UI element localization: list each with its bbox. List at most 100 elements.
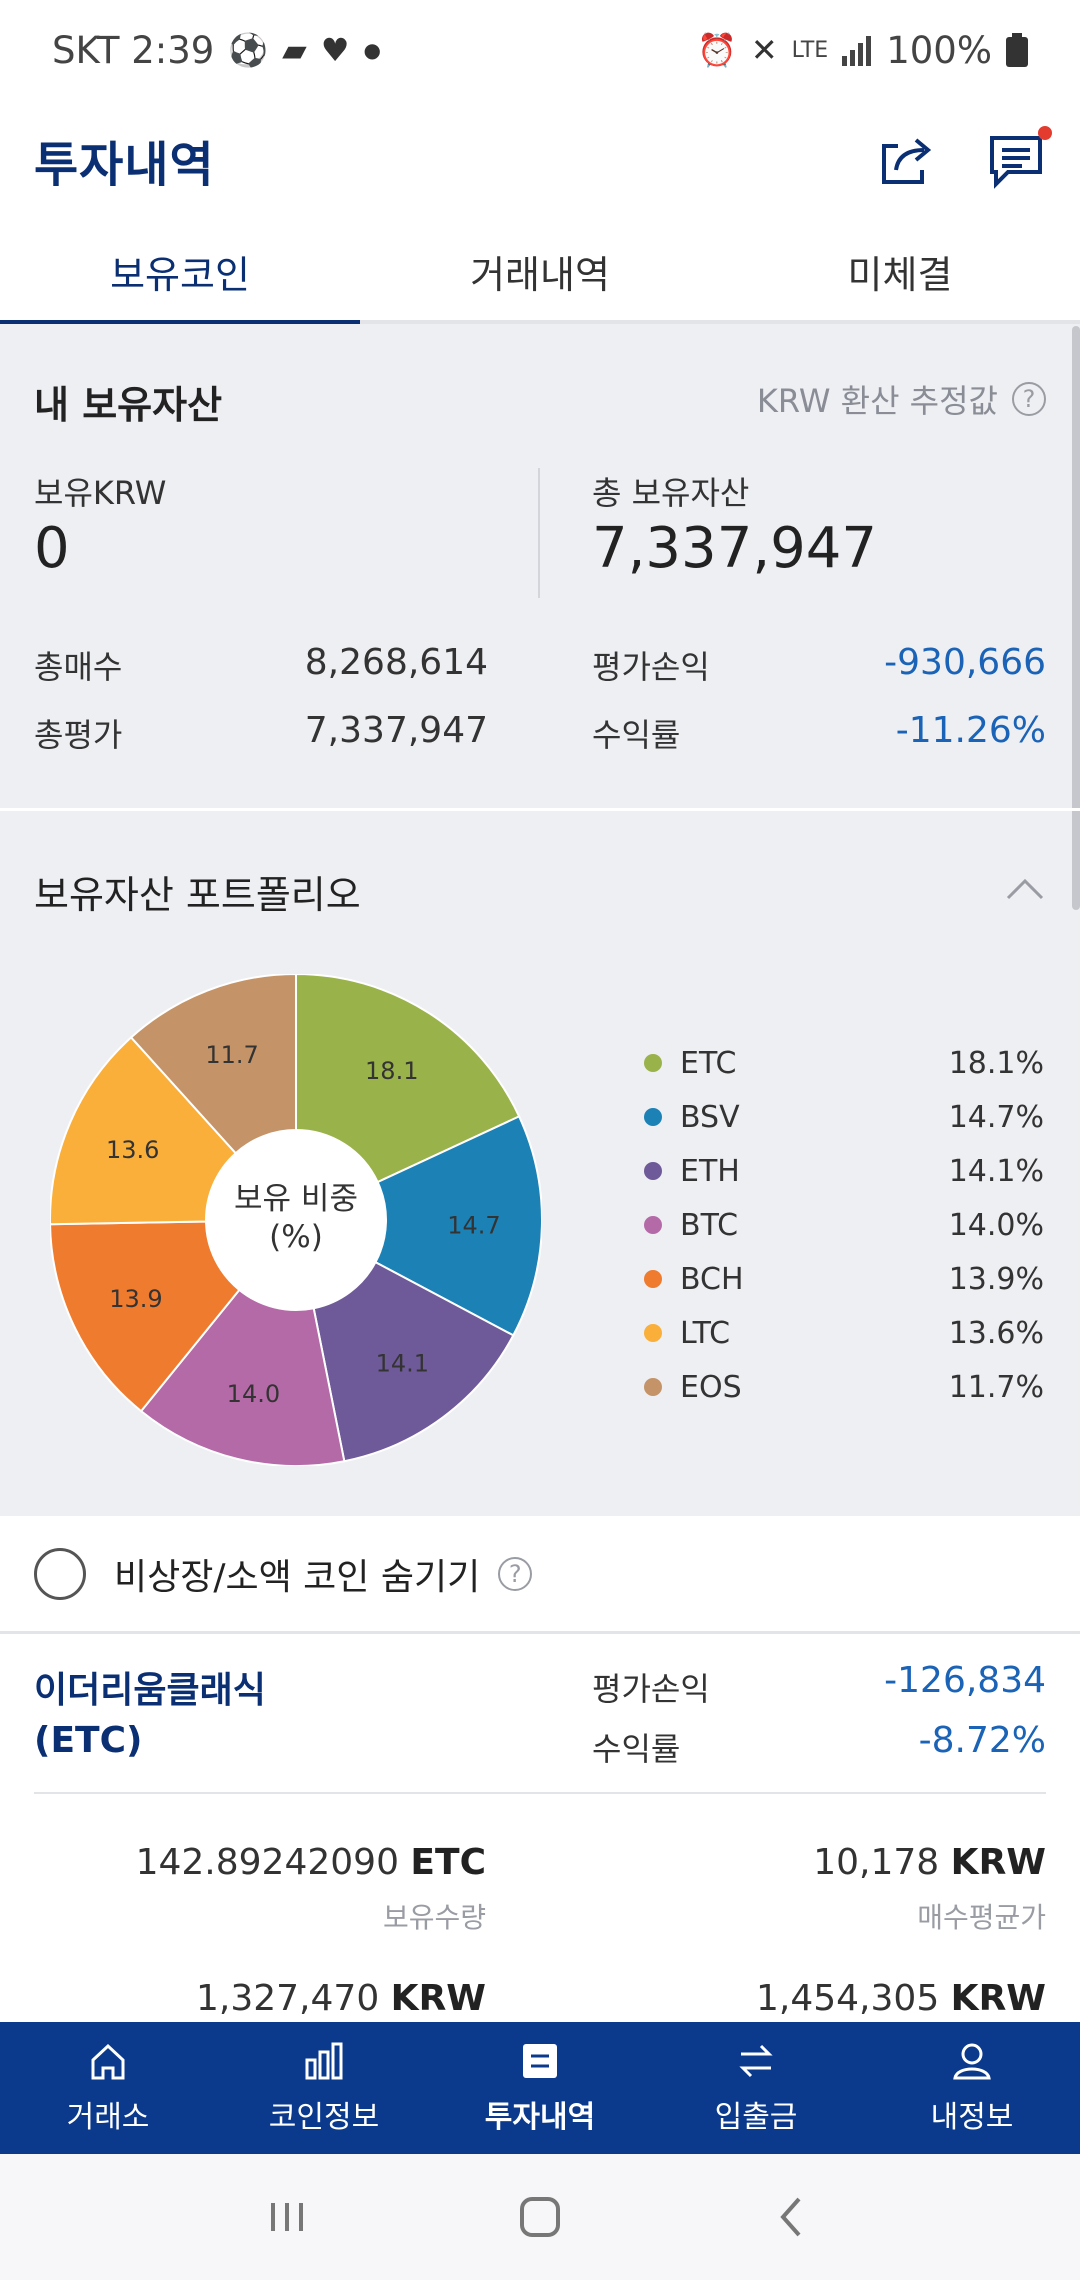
donut-center-title: 보유 비중 [234, 1181, 358, 1217]
nav-investment-history[interactable]: 투자내역 [432, 2022, 648, 2154]
legend-swatch [644, 1054, 662, 1072]
hide-small-coins-row[interactable]: 비상장/소액 코인 숨기기 ? [0, 1516, 1080, 1634]
back-icon[interactable] [763, 2187, 823, 2247]
share-icon [882, 138, 932, 184]
nav-coin-info[interactable]: 코인정보 [216, 2022, 432, 2154]
app-header: 투자내역 [0, 100, 1080, 220]
coin-rate-value: -8.72% [918, 1720, 1046, 1761]
bar-chart-icon [305, 2042, 343, 2080]
assets-title: 내 보유자산 [34, 383, 223, 427]
legend-swatch [644, 1378, 662, 1396]
status-bar: SKT 2:39 ⚽ ▰ ♥ ● ⏰ ✕ LTE 100% [0, 0, 1080, 100]
avg-buy-price: 10,178 KRW [646, 1842, 1046, 1883]
coin-eval-amount: 1,327,470 KRW [26, 1978, 486, 2019]
holding-quantity-label: 보유수량 [382, 1901, 486, 1934]
rate-label: 수익률 [592, 716, 681, 754]
legend-item-ltc: LTC 13.6% [644, 1306, 1044, 1360]
pie-label-ltc: 13.6 [106, 1136, 159, 1164]
donut-center-label: 보유 비중 (%) [206, 1180, 386, 1256]
nav-my-info[interactable]: 내정보 [864, 2022, 1080, 2154]
coin-buy-amount-unit: KRW [950, 1978, 1046, 2019]
holding-quantity: 142.89242090 ETC [26, 1842, 486, 1883]
total-assets-value: 7,337,947 [592, 516, 878, 581]
legend-item-eth: ETH 14.1% [644, 1144, 1044, 1198]
legend-item-bsv: BSV 14.7% [644, 1090, 1044, 1144]
pie-label-eth: 14.1 [376, 1350, 429, 1378]
total-eval-value: 7,337,947 [304, 710, 488, 751]
krw-value: 0 [34, 516, 70, 581]
pnl-label: 평가손익 [592, 648, 710, 686]
coin-eval-amount-value: 1,327,470 [196, 1978, 380, 2019]
pie-label-bsv: 14.7 [447, 1212, 500, 1240]
nav-exchange-label: 거래소 [66, 2100, 150, 2135]
legend-value: 11.7% [948, 1369, 1044, 1405]
soccer-icon: ⚽ [228, 31, 269, 69]
pie-label-bch: 13.9 [109, 1285, 162, 1313]
legend-value: 14.0% [948, 1207, 1044, 1243]
mute-icon: ✕ [750, 31, 778, 69]
pie-label-eos: 11.7 [205, 1041, 258, 1069]
page-title: 투자내역 [34, 137, 215, 193]
legend-item-btc: BTC 14.0% [644, 1198, 1044, 1252]
home-button-icon[interactable] [510, 2187, 570, 2247]
rate-value: -11.26% [895, 710, 1046, 751]
legend-label: BTC [680, 1207, 739, 1243]
coin-pnl-value: -126,834 [884, 1660, 1046, 1701]
portfolio-title: 보유자산 포트폴리오 [34, 873, 361, 917]
hide-coins-radio[interactable] [34, 1547, 86, 1600]
coin-rate-label: 수익률 [592, 1730, 681, 1768]
share-button[interactable] [876, 130, 936, 190]
legend-swatch [644, 1216, 662, 1234]
legend-value: 14.1% [948, 1153, 1044, 1189]
total-buy-label: 총매수 [34, 648, 123, 686]
legend-swatch [644, 1162, 662, 1180]
pnl-value: -930,666 [884, 642, 1046, 683]
total-eval-label: 총평가 [34, 716, 123, 754]
chevron-up-icon[interactable] [1004, 868, 1046, 910]
chart-legend: ETC 18.1% BSV 14.7% ETH 14.1% BTC 14.0% BCH 13.9%… [644, 1036, 1044, 1414]
carrier-time: SKT 2:39 [52, 28, 215, 72]
shopping-bag-icon: ▰ [282, 31, 307, 69]
help-icon[interactable]: ? [498, 1556, 533, 1591]
pie-label-etc: 18.1 [365, 1057, 418, 1085]
avg-buy-price-value: 10,178 [813, 1842, 940, 1883]
nav-investment-history-label: 투자내역 [484, 2100, 596, 2135]
help-icon[interactable]: ? [1012, 382, 1046, 416]
transfer-icon [739, 2044, 773, 2078]
battery-percent: 100% [886, 28, 992, 72]
avg-buy-price-label: 매수평균가 [917, 1901, 1046, 1934]
nav-deposit-withdraw[interactable]: 입출금 [648, 2022, 864, 2154]
pie-label-btc: 14.0 [227, 1380, 280, 1408]
donut-center-unit: (%) [269, 1219, 323, 1255]
recent-apps-icon[interactable] [257, 2187, 317, 2247]
coin-eval-amount-unit: KRW [390, 1978, 486, 2019]
chat-button[interactable] [986, 126, 1052, 190]
coin-buy-amount-value: 1,454,305 [756, 1978, 940, 2019]
legend-swatch [644, 1324, 662, 1342]
krw-note-label: KRW 환산 추정값 [756, 382, 998, 420]
coin-divider [34, 1792, 1046, 1794]
section-divider [0, 808, 1080, 811]
nav-exchange[interactable]: 거래소 [0, 2022, 216, 2154]
scrollbar[interactable] [1072, 326, 1080, 910]
notification-badge [1038, 126, 1052, 140]
list-icon [523, 2044, 557, 2078]
legend-value: 13.6% [948, 1315, 1044, 1351]
home-icon [91, 2043, 125, 2080]
donut-hole [206, 1130, 386, 1310]
legend-item-etc: ETC 18.1% [644, 1036, 1044, 1090]
coin-name[interactable]: 이더리움클래식 (ETC) [34, 1666, 266, 1766]
tab-holdings[interactable]: 보유코인 [0, 222, 360, 324]
tab-trade-history[interactable]: 거래내역 [470, 252, 610, 297]
holding-quantity-value: 142.89242090 [135, 1842, 399, 1883]
network-label: LTE [791, 37, 829, 63]
tab-pending-orders[interactable]: 미체결 [847, 252, 953, 297]
coin-name-korean: 이더리움클래식 [34, 1670, 266, 1711]
legend-value: 14.7% [948, 1099, 1044, 1135]
alarm-icon: ⏰ [696, 31, 737, 69]
coin-pnl-label: 평가손익 [592, 1670, 710, 1708]
total-buy-value: 8,268,614 [304, 642, 488, 683]
holding-quantity-unit: ETC [410, 1842, 486, 1883]
legend-label: ETH [680, 1153, 740, 1189]
coin-buy-amount: 1,454,305 KRW [646, 1978, 1046, 2019]
